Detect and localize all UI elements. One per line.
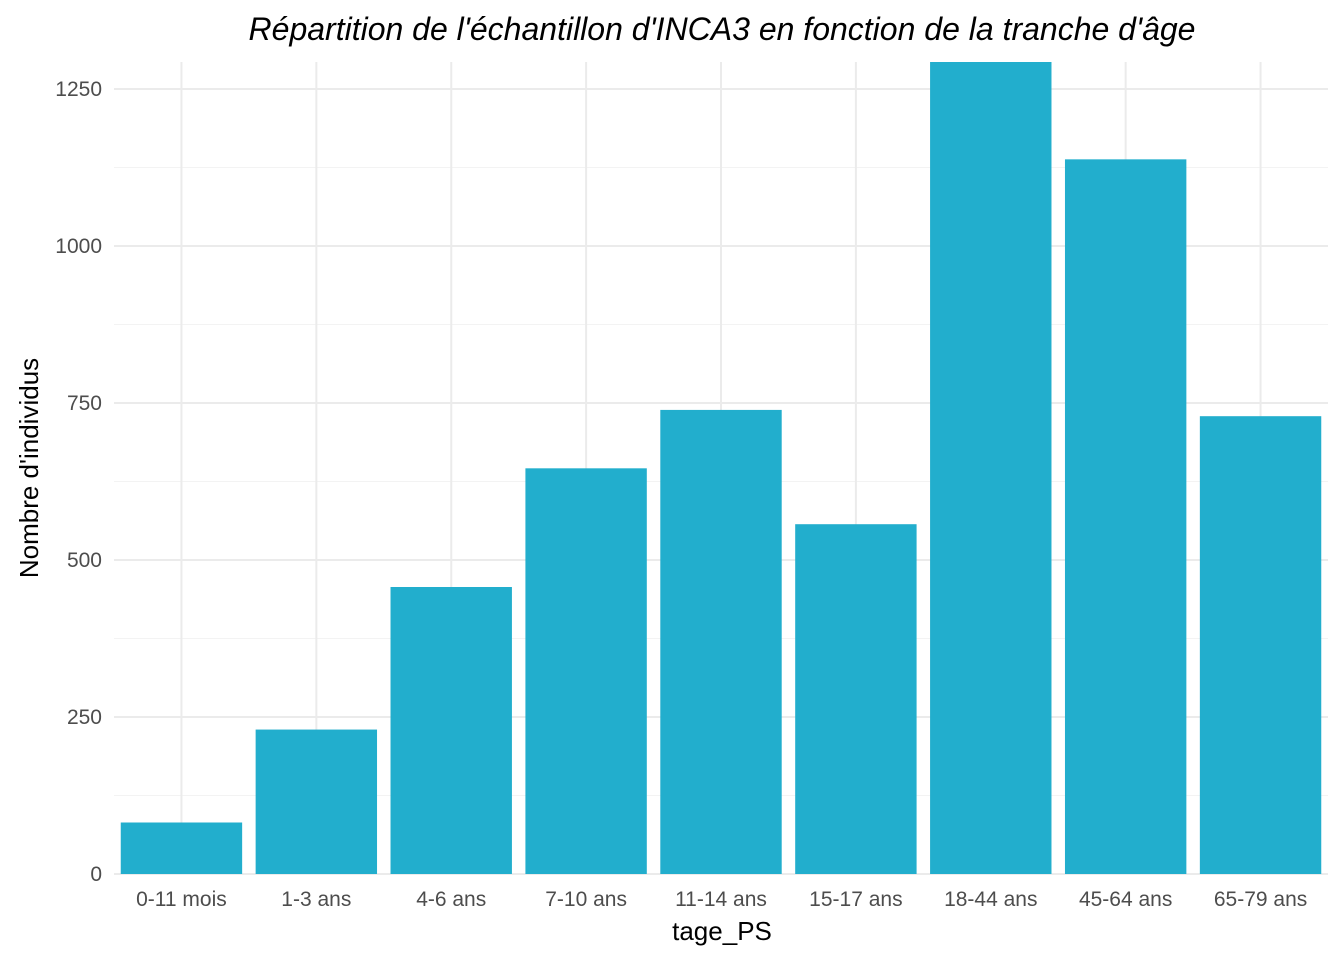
bar-0-11-mois	[120, 822, 243, 874]
y-tick-label: 1250	[55, 78, 102, 101]
bar-45-64-ans	[1064, 159, 1187, 874]
y-tick-label: 500	[67, 549, 102, 572]
bar-4-6-ans	[390, 587, 512, 874]
x-tick-label: 4-6 ans	[416, 888, 486, 911]
x-tick-label: 11-14 ans	[675, 888, 767, 911]
x-tick-label: 18-44 ans	[944, 888, 1037, 911]
bar-7-10-ans	[525, 468, 647, 874]
y-tick-label: 0	[90, 863, 102, 886]
x-tick-label: 45-64 ans	[1079, 888, 1172, 911]
bar-15-17-ans	[795, 524, 917, 874]
x-tick-label: 65-79 ans	[1214, 888, 1307, 911]
y-tick-label: 250	[67, 706, 102, 729]
chart-title: Répartition de l'échantillon d'INCA3 en …	[249, 11, 1196, 47]
x-axis-ticks: 0-11 mois 1-3 ans 4-6 ans 7-10 ans 11-14 ans…	[136, 888, 1307, 911]
x-tick-label: 7-10 ans	[545, 888, 627, 911]
x-axis-title: tage_PS	[672, 916, 772, 946]
bar-65-79-ans	[1199, 416, 1322, 874]
bar-18-44-ans	[930, 62, 1052, 874]
bar-1-3-ans	[255, 729, 378, 874]
y-tick-label: 1000	[55, 235, 102, 258]
y-axis-ticks: 0 250 500 750 1000 1250	[55, 78, 102, 886]
bar-11-14-ans	[660, 409, 782, 874]
y-axis-title: Nombre d'individus	[14, 358, 44, 578]
y-tick-label: 750	[67, 392, 102, 415]
bars	[120, 62, 1322, 874]
x-tick-label: 1-3 ans	[281, 888, 351, 911]
x-tick-label: 0-11 mois	[136, 888, 227, 911]
x-tick-label: 15-17 ans	[809, 888, 902, 911]
